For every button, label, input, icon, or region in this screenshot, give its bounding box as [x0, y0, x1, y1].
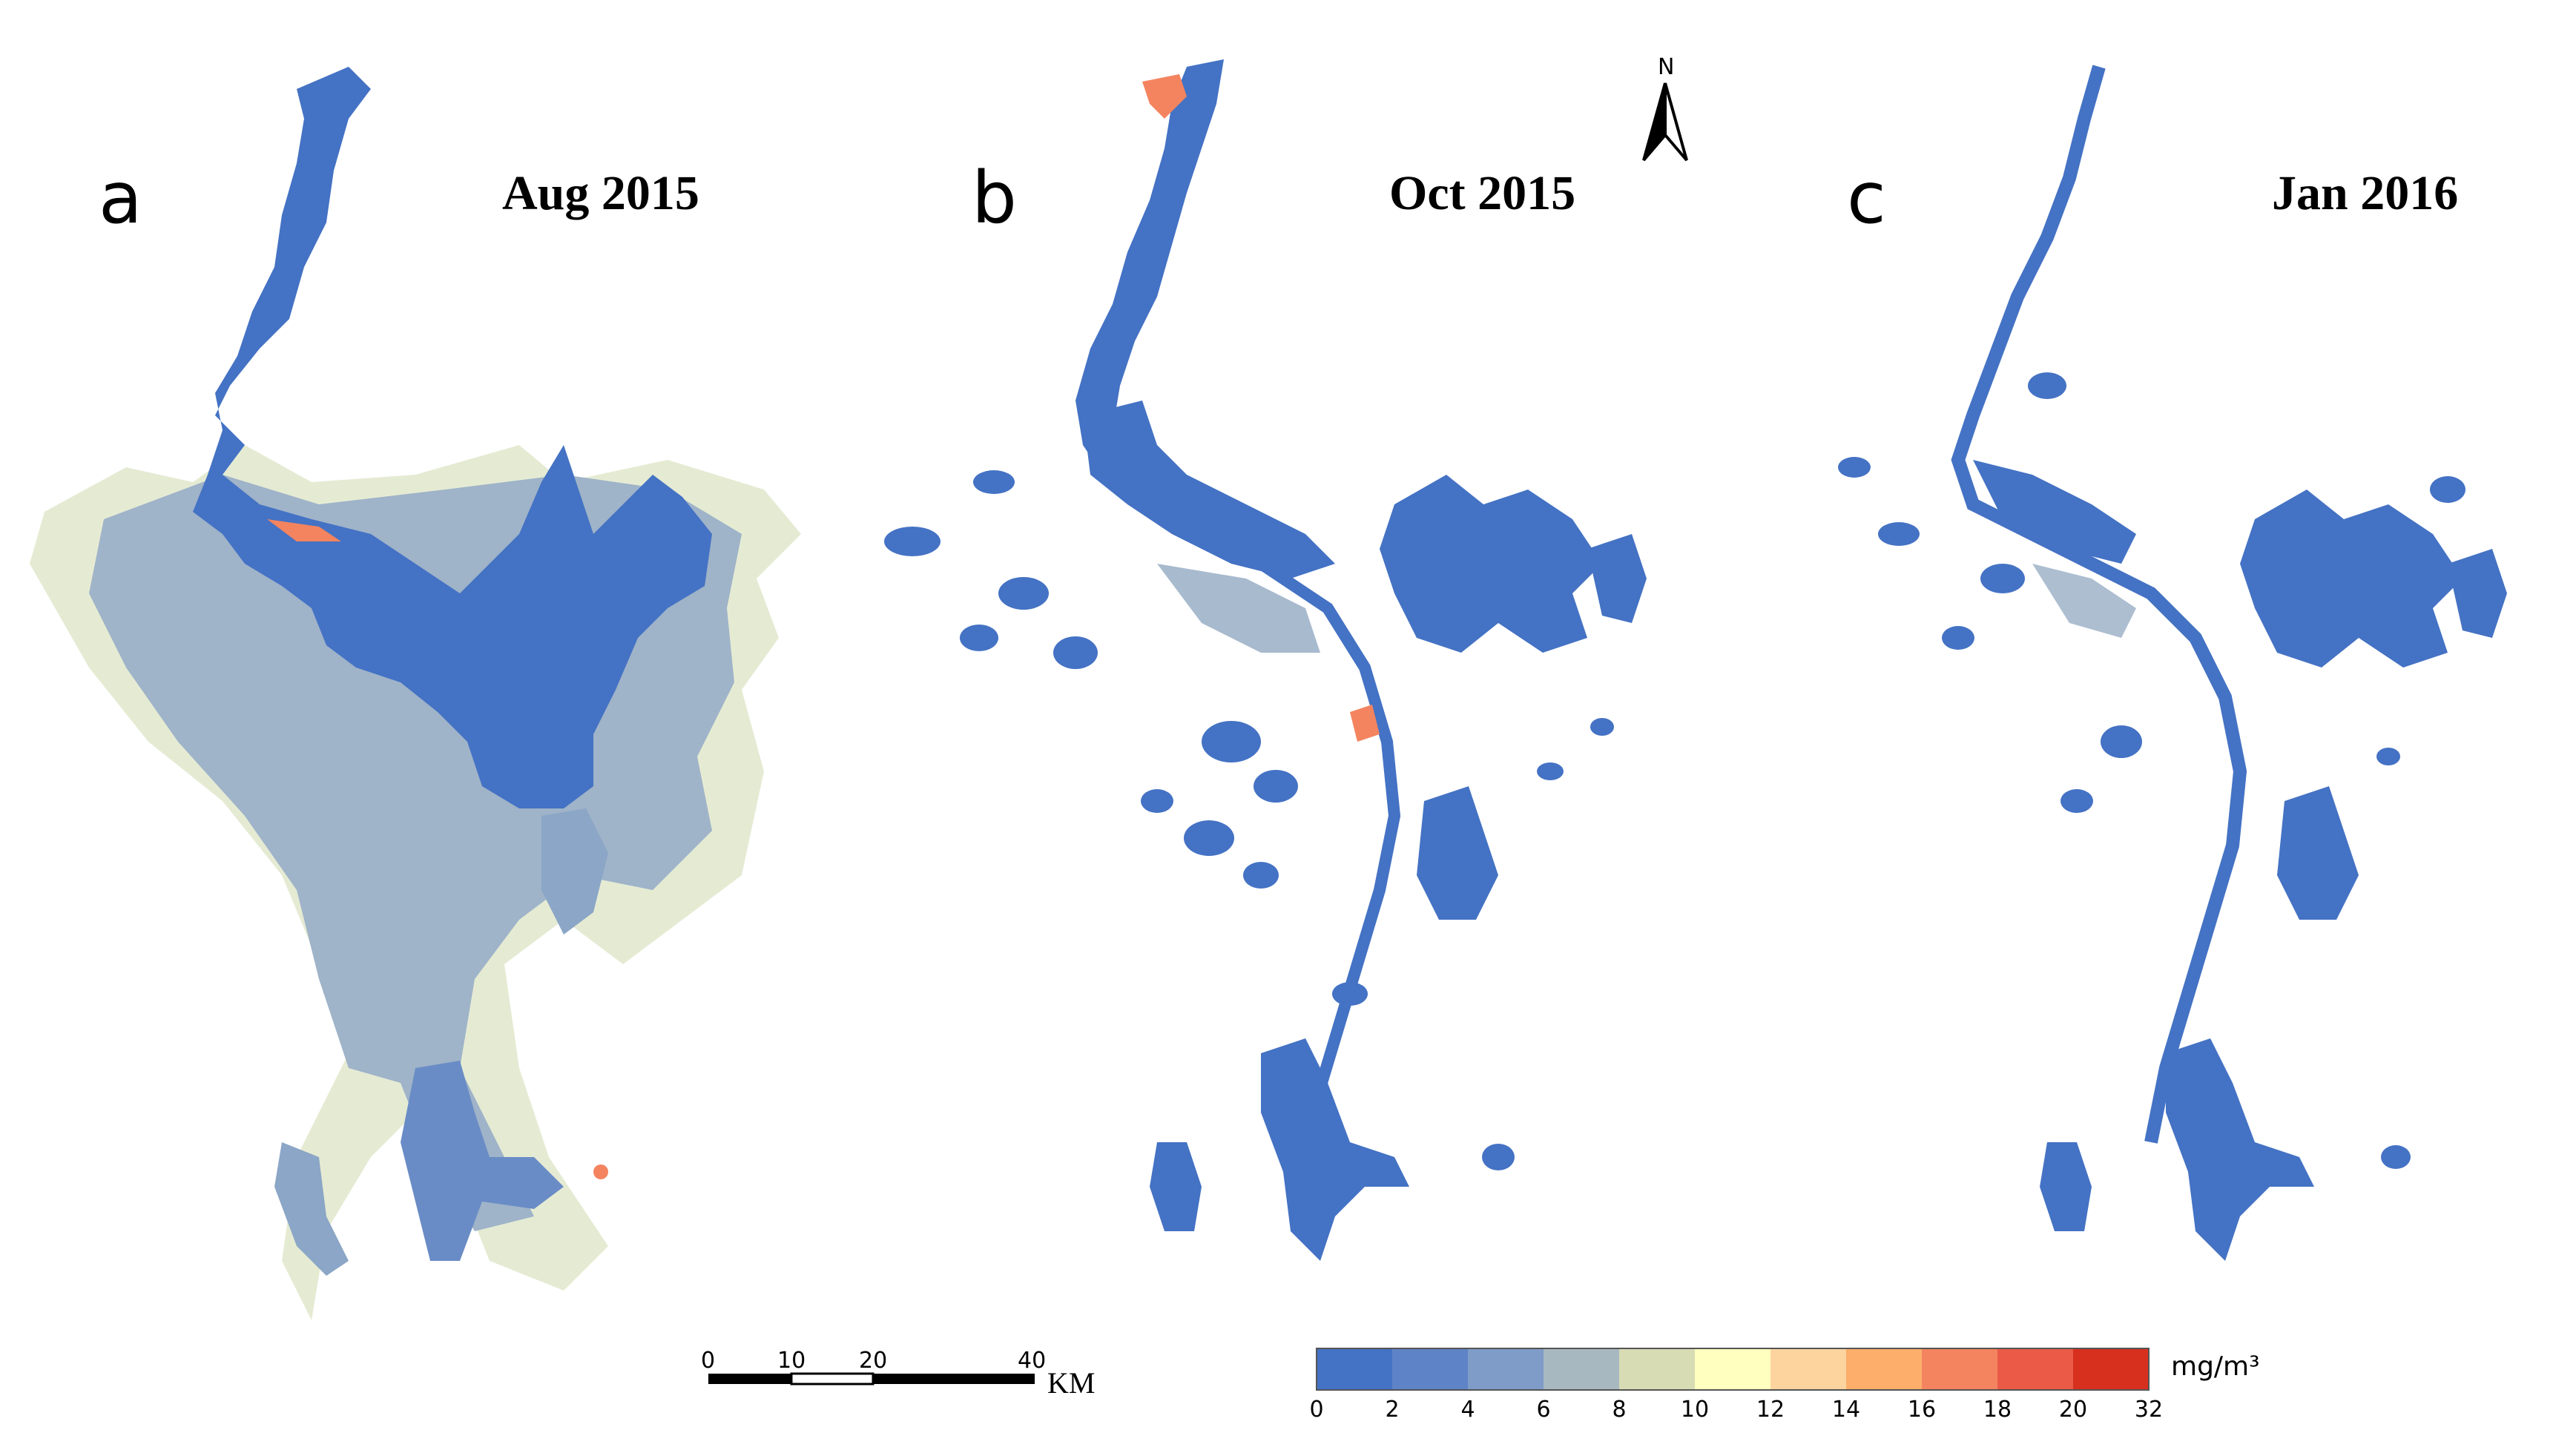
- panel-a-hotspot: [267, 519, 341, 541]
- scale-tick-20: 20: [859, 1348, 887, 1374]
- north-arrow: N: [1642, 54, 1688, 162]
- panel-b-upper-bay: [1083, 401, 1335, 579]
- legend-swatch: [1846, 1348, 1922, 1390]
- scale-bar-segment-3: [873, 1374, 1035, 1384]
- panel-c-south-lake: [2166, 1038, 2314, 1261]
- legend-swatch: [1544, 1348, 1619, 1390]
- panel-a-map: [30, 67, 801, 1320]
- legend-tick-label: 8: [1612, 1397, 1626, 1423]
- panel-b-main-river: [1109, 469, 1401, 1187]
- legend-swatch: [1695, 1348, 1770, 1390]
- legend-tick-label: 20: [2059, 1397, 2087, 1423]
- legend-tick-label: 32: [2135, 1397, 2163, 1423]
- scale-tick-40: 40: [1018, 1348, 1046, 1374]
- legend-tick-label: 16: [1908, 1397, 1936, 1423]
- panel-b-east-lake: [1380, 475, 1602, 653]
- legend-swatch: [1392, 1348, 1468, 1390]
- legend-tick-label: 10: [1681, 1397, 1709, 1423]
- scale-bar-segment-2: [790, 1372, 874, 1386]
- scale-tick-10: 10: [777, 1348, 806, 1374]
- scale-bar: 0 10 20 40 KM: [701, 1348, 1095, 1400]
- scale-tick-0: 0: [701, 1348, 715, 1374]
- legend-swatch: [2073, 1348, 2149, 1390]
- panel-b-north-channel: [1075, 59, 1224, 467]
- panel-a-main-body: [193, 67, 712, 808]
- panel-b-map: [884, 59, 1647, 1261]
- panel-a-letter: a: [99, 156, 142, 240]
- panel-c-east-arm: [2448, 549, 2507, 638]
- scale-bar-segment-1: [708, 1374, 791, 1384]
- panel-c-ponds: [1838, 372, 2465, 1169]
- legend-tick-label: 4: [1460, 1397, 1475, 1423]
- north-arrow-label: N: [1658, 54, 1674, 80]
- legend-swatch: [1317, 1348, 1392, 1390]
- panel-b-mid-area: [1157, 564, 1320, 653]
- panel-a-date: Aug 2015: [502, 166, 699, 220]
- panel-b-south-lake: [1261, 1038, 1409, 1261]
- panel-a-east-lobe: [541, 808, 608, 935]
- legend-swatch: [1770, 1348, 1846, 1390]
- legend-swatch: [1922, 1348, 1997, 1390]
- panel-c-mid-area: [2032, 564, 2136, 638]
- legend-tick-label: 18: [1983, 1397, 2012, 1423]
- panel-a-southwest-arm: [274, 1142, 349, 1276]
- panel-c-map: [1838, 65, 2507, 1261]
- panel-b-hotspot-north: [1142, 74, 1187, 119]
- panel-c-east-lake: [2240, 490, 2463, 668]
- panel-b-southwest-lake: [1150, 1142, 1202, 1231]
- legend-tick-label: 0: [1309, 1397, 1323, 1423]
- north-arrow-icon-right: [1664, 82, 1688, 162]
- legend-swatch: [1997, 1348, 2073, 1390]
- panel-b-center-lake: [1417, 786, 1498, 920]
- panel-b-date: Oct 2015: [1389, 166, 1575, 220]
- panel-c-letter: c: [1847, 156, 1886, 240]
- legend-swatch: [1468, 1348, 1544, 1390]
- panel-b-letter: b: [972, 156, 1017, 240]
- panel-a-south-lobe: [401, 1061, 564, 1261]
- legend-border: [1316, 1348, 2150, 1391]
- north-arrow-icon: [1642, 82, 1667, 162]
- panel-b-hotspot-mid: [1350, 705, 1380, 742]
- panel-c-southwest-lake: [2040, 1142, 2092, 1231]
- panel-a-hotspot-2: [593, 1164, 608, 1179]
- legend-tick-label: 2: [1385, 1397, 1399, 1423]
- legend-tick-label: 12: [1756, 1397, 1785, 1423]
- panel-c-center-lake: [2277, 786, 2359, 920]
- panel-b-east-arm: [1587, 534, 1647, 623]
- legend: 0 2 4 6 8 10 12 14 16 18 20 32 mg/m³: [1309, 1348, 2260, 1423]
- panel-c-upper-bay: [1973, 460, 2136, 564]
- legend-tick-label: 14: [1832, 1397, 1860, 1423]
- legend-tick-label: 6: [1536, 1397, 1550, 1423]
- legend-swatch: [1619, 1348, 1695, 1390]
- scale-unit: KM: [1047, 1366, 1095, 1400]
- panel-c-date: Jan 2016: [2272, 166, 2458, 220]
- legend-unit: mg/m³: [2171, 1351, 2260, 1382]
- panel-b-ponds: [884, 470, 1614, 1170]
